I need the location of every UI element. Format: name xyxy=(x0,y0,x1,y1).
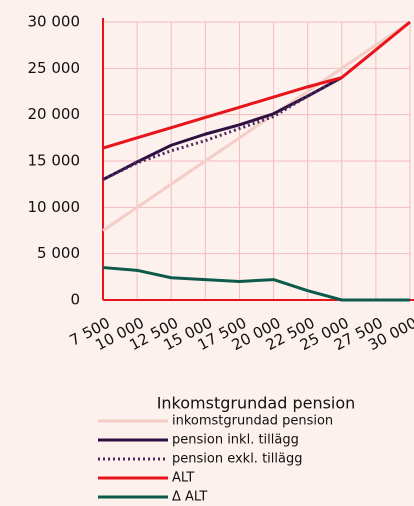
series-line xyxy=(102,266,410,302)
y-tick-label: 25 000 xyxy=(28,59,81,77)
series-line xyxy=(102,20,411,150)
legend-label: pension exkl. tillägg xyxy=(172,452,302,467)
legend-title: Inkomstgrundad pension xyxy=(157,394,356,413)
y-tick-label: 10 000 xyxy=(28,198,81,216)
y-tick-label: 20 000 xyxy=(28,105,81,123)
legend-label: pension inkl. tillägg xyxy=(172,433,299,448)
legend-label: Δ ALT xyxy=(172,490,207,505)
series-line xyxy=(102,20,411,232)
legend-label: inkomstgrundad pension xyxy=(172,414,333,429)
series-line xyxy=(102,76,343,181)
legend-label: ALT xyxy=(172,471,194,486)
y-tick-label: 5 000 xyxy=(37,244,80,262)
y-tick-label: 15 000 xyxy=(28,152,81,170)
y-tick-label: 30 000 xyxy=(28,13,81,31)
y-tick-label: 0 xyxy=(70,291,80,309)
